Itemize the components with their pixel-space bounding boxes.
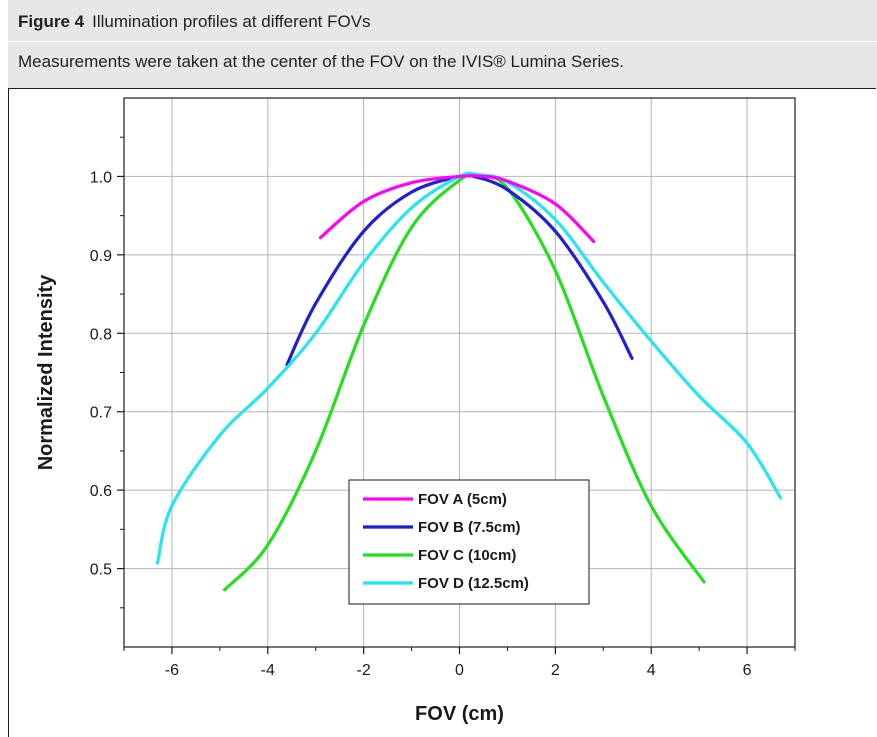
x-tick-label: 2 (551, 662, 560, 679)
y-axis-title: Normalized Intensity (35, 274, 57, 470)
figure-subtitle: Measurements were taken at the center of… (18, 52, 624, 71)
axis-ticks: -6 -4 -2 0 2 4 6 0.5 0.6 0.7 0.8 0.9 1.0 (90, 136, 796, 679)
series-lines (155, 171, 783, 592)
x-axis-title: FOV (cm) (415, 703, 504, 725)
x-tick-label: 4 (647, 662, 656, 679)
figure-caption-header: Figure 4 Illumination profiles at differe… (8, 0, 877, 88)
figure-caption-title: Figure 4 Illumination profiles at differe… (18, 12, 371, 32)
caption-divider (8, 41, 877, 42)
x-tick-label: 6 (743, 662, 752, 679)
figure-frame (8, 88, 876, 737)
legend: FOV A (5cm) FOV B (7.5cm) FOV C (10cm) FOV … (348, 479, 590, 605)
y-tick-label: 0.6 (90, 483, 112, 500)
series-line-fov-d (155, 171, 783, 565)
legend-label-fov-b: FOV B (7.5cm) (418, 519, 521, 536)
x-tick-label: 0 (455, 662, 464, 679)
x-tick-label: -2 (357, 662, 371, 679)
legend-label-fov-d: FOV D (12.5cm) (418, 575, 529, 592)
x-tick-label: -4 (261, 662, 275, 679)
y-tick-label: 1.0 (90, 169, 112, 186)
legend-label-fov-a: FOV A (5cm) (418, 491, 507, 508)
y-tick-label: 0.8 (90, 326, 112, 343)
figure-title: Illumination profiles at different FOVs (92, 12, 371, 31)
legend-label-fov-c: FOV C (10cm) (418, 547, 516, 564)
x-tick-label: -6 (165, 662, 179, 679)
y-tick-label: 0.5 (90, 562, 112, 579)
figure-label: Figure 4 (18, 12, 85, 31)
y-tick-label: 0.7 (90, 405, 112, 422)
y-tick-label: 0.9 (90, 248, 112, 265)
series-line-fov-a (318, 174, 596, 244)
